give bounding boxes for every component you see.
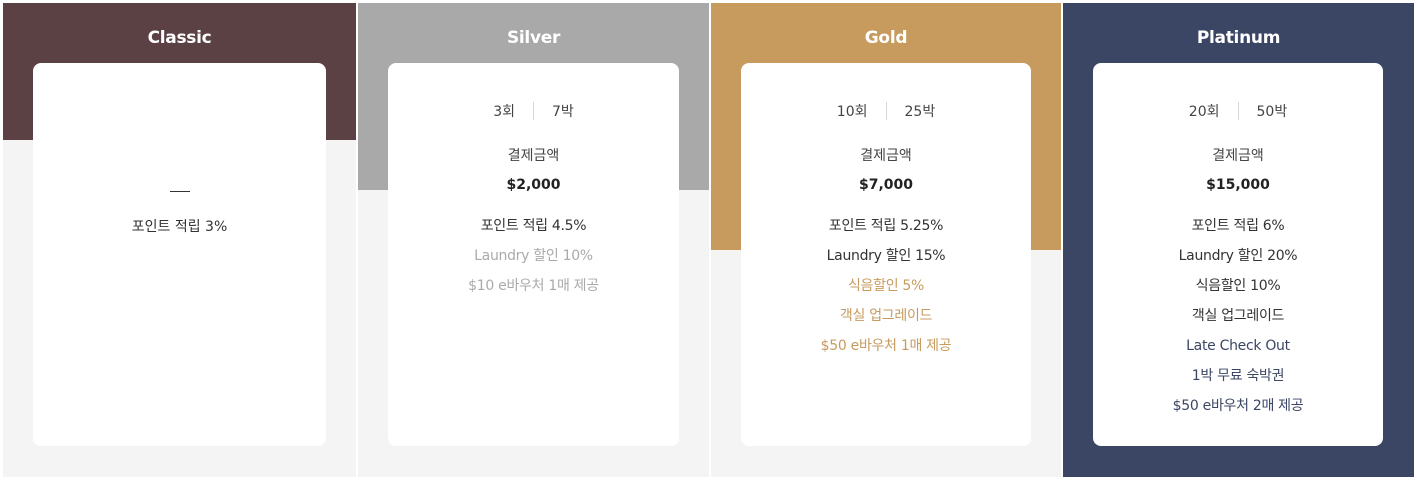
tier-title: Silver (506, 28, 561, 48)
benefit-list: 포인트 적립 6% Laundry 할인 20% 식음할인 10% 객실 업그레이드 L… (1093, 216, 1383, 426)
tier-title: Platinum (1196, 28, 1281, 48)
stay-count: 10회 (836, 104, 868, 120)
stay-requirements: 20회 50박 (1093, 101, 1383, 121)
benefit-item: 포인트 적립 3% (131, 219, 228, 235)
benefit-item: 포인트 적립 6% (1191, 218, 1285, 234)
tier-card: 10회 25박 결제금액 $7,000 포인트 적립 5.25% Laundry … (741, 63, 1031, 446)
benefit-list: 포인트 적립 4.5% Laundry 할인 10% $10 e바우처 1매 제공 (388, 216, 679, 306)
benefit-item: 식음할인 10% (1195, 278, 1281, 294)
payment-label: 결제금액 (1212, 148, 1264, 164)
tier-card: 포인트 적립 3% (33, 63, 326, 446)
benefit-item: 포인트 적립 4.5% (480, 218, 587, 234)
benefit-item: Laundry 할인 10% (474, 248, 593, 264)
benefit-item: 식음할인 5% (847, 278, 925, 294)
payment-amount: $2,000 (506, 177, 561, 193)
stay-count: 3회 (493, 104, 515, 120)
benefit-list: 포인트 적립 5.25% Laundry 할인 15% 식음할인 5% 객실 업그레이… (741, 216, 1031, 366)
night-count: 25박 (904, 104, 936, 120)
tier-silver: Silver 3회 7박 결제금액 $2,000 포인트 적립 4.5% Laun… (358, 3, 709, 477)
stats-divider (885, 102, 887, 120)
stats-divider (1237, 102, 1239, 120)
night-count: 7박 (552, 104, 574, 120)
benefit-item: 1박 무료 숙박권 (1191, 368, 1285, 384)
tier-gold: Gold 10회 25박 결제금액 $7,000 포인트 적립 5.25% Lau… (711, 3, 1061, 477)
benefit-item: Late Check Out (1186, 338, 1290, 354)
payment-label: 결제금액 (860, 148, 912, 164)
stay-count: 20회 (1188, 104, 1220, 120)
payment-label: 결제금액 (507, 148, 560, 164)
benefit-item: Laundry 할인 15% (826, 248, 946, 264)
benefit-item: $50 e바우처 2매 제공 (1172, 398, 1304, 414)
benefit-item: 객실 업그레이드 (839, 308, 933, 324)
stay-requirements: 10회 25박 (741, 101, 1031, 121)
stay-requirements: 3회 7박 (388, 101, 679, 121)
stats-divider (533, 102, 534, 120)
tier-card: 3회 7박 결제금액 $2,000 포인트 적립 4.5% Laundry 할인 … (388, 63, 679, 446)
tier-platinum: Platinum 20회 50박 결제금액 $15,000 포인트 적립 6% L… (1063, 3, 1414, 477)
benefit-item: 객실 업그레이드 (1191, 308, 1285, 324)
night-count: 50박 (1256, 104, 1288, 120)
benefit-item: Laundry 할인 20% (1178, 248, 1298, 264)
tier-classic: Classic 포인트 적립 3% (3, 3, 356, 477)
tier-title: Gold (864, 28, 908, 48)
benefit-item: $50 e바우처 1매 제공 (820, 338, 952, 354)
payment-amount: $7,000 (858, 177, 914, 193)
no-requirement-dash (169, 191, 190, 192)
payment-amount: $15,000 (1206, 177, 1270, 193)
tier-card: 20회 50박 결제금액 $15,000 포인트 적립 6% Laundry 할인… (1093, 63, 1383, 446)
benefit-item: $10 e바우처 1매 제공 (468, 278, 599, 294)
benefit-item: 포인트 적립 5.25% (828, 218, 944, 234)
tier-title: Classic (147, 28, 212, 48)
